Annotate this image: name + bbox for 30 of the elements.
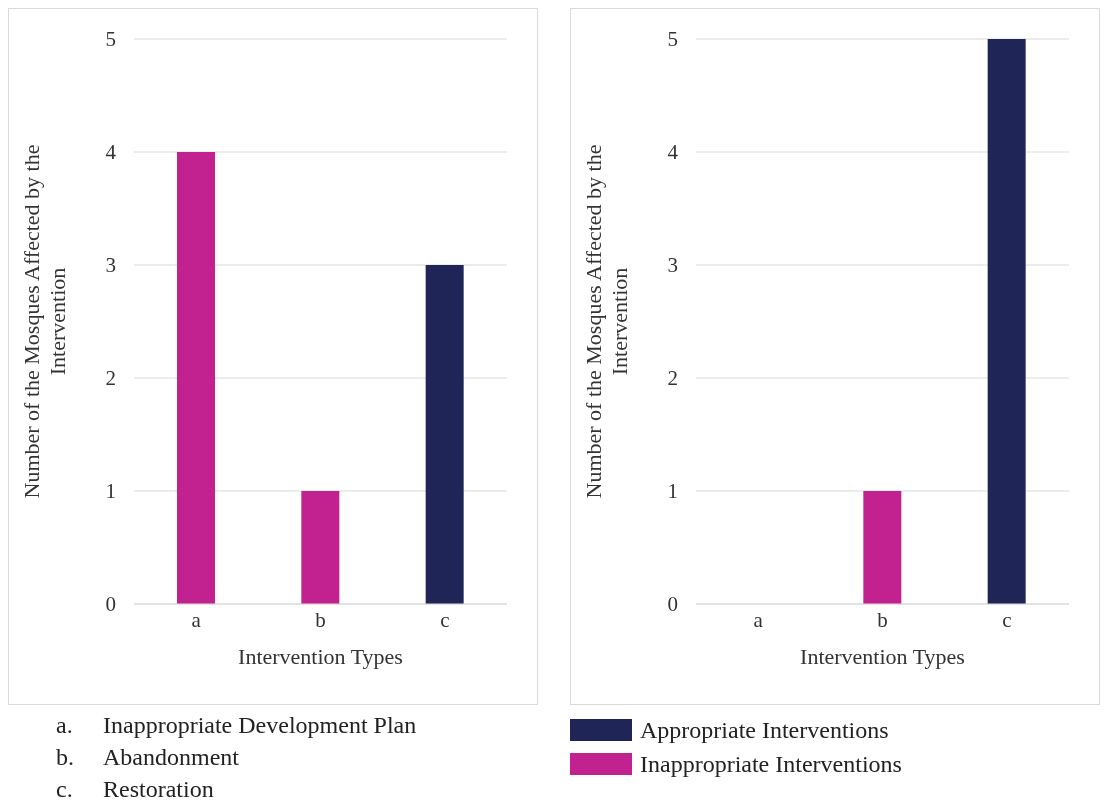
x-axis-title: Intervention Types bbox=[800, 644, 965, 669]
y-axis-title: Number of the Mosques Affected by the Intervention bbox=[581, 144, 632, 499]
x-tick-label: b bbox=[877, 607, 888, 632]
y-tick-label: 0 bbox=[667, 592, 678, 617]
y-tick-label: 0 bbox=[105, 592, 116, 617]
x-tick-label: c bbox=[1002, 607, 1012, 632]
bar bbox=[301, 491, 340, 604]
legend-label: Appropriate Interventions bbox=[640, 716, 889, 745]
text: b. Abandonment bbox=[56, 744, 239, 770]
legend-label: Inappropriate Interventions bbox=[640, 750, 902, 779]
y-tick-label: 5 bbox=[105, 27, 116, 52]
y-tick-label: 3 bbox=[667, 253, 678, 278]
y-tick-label: 2 bbox=[667, 366, 678, 391]
y-tick-label: 4 bbox=[105, 140, 117, 165]
y-tick-label: 5 bbox=[667, 27, 678, 52]
x-tick-label: a bbox=[191, 607, 202, 632]
x-tick-label: b bbox=[315, 607, 326, 632]
text: c. Restoration bbox=[56, 776, 214, 802]
text: a. Inappropriate Development Plan bbox=[56, 712, 417, 738]
y-tick-label: 1 bbox=[667, 479, 678, 504]
y-tick-label: 1 bbox=[105, 479, 116, 504]
x-tick-label: c bbox=[440, 607, 450, 632]
y-tick-label: 4 bbox=[667, 140, 679, 165]
x-tick-label: a bbox=[753, 607, 764, 632]
y-tick-label: 3 bbox=[105, 253, 116, 278]
x-axis-title: Intervention Types bbox=[238, 644, 403, 669]
bar bbox=[425, 265, 464, 604]
bar bbox=[177, 152, 215, 604]
y-axis-title: Number of the Mosques Affected by the Intervention bbox=[19, 144, 70, 499]
y-tick-label: 2 bbox=[105, 366, 116, 391]
